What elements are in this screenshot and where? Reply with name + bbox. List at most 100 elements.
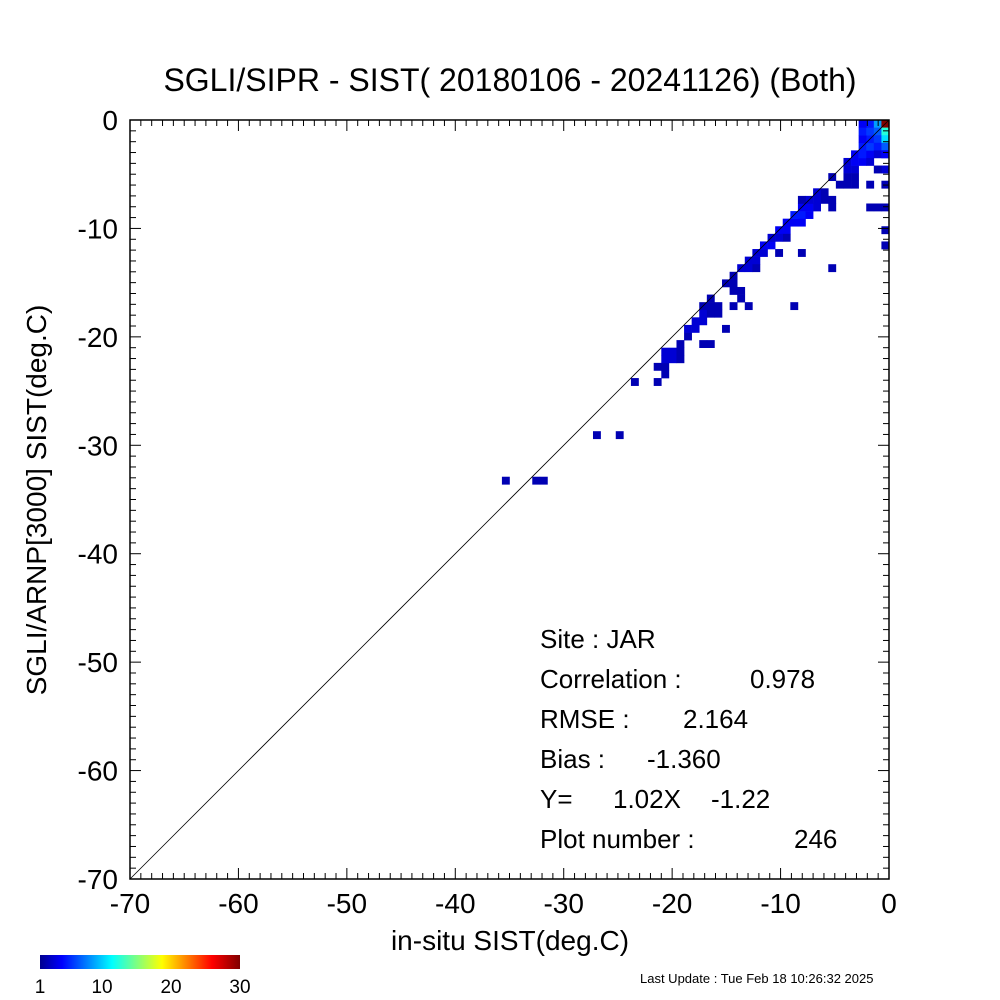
density-cell (722, 324, 730, 333)
y-tick-label: -40 (78, 539, 118, 570)
density-cell (881, 142, 890, 151)
colorbar-tick-label: 10 (91, 977, 112, 998)
density-cell (851, 157, 859, 166)
density-cell (813, 203, 821, 212)
density-cell (881, 150, 890, 159)
density-cell (866, 203, 875, 212)
density-cell (737, 294, 746, 303)
density-cell (691, 324, 700, 333)
density-cell (851, 165, 859, 174)
plot-number-value: 246 (794, 824, 837, 854)
density-cell (881, 203, 890, 212)
density-cell (782, 226, 791, 235)
density-cell (684, 332, 692, 341)
density-cell (828, 203, 837, 212)
density-cell (668, 355, 677, 364)
density-cell (752, 264, 761, 273)
density-cell (873, 165, 882, 174)
correlation-label: Correlation : (540, 664, 682, 694)
density-cell (805, 203, 814, 212)
density-cell (881, 226, 890, 235)
density-cell (843, 180, 852, 189)
density-cell (630, 378, 639, 386)
rmse-label: RMSE : (540, 704, 630, 734)
density-cell (843, 165, 852, 174)
density-cell (813, 195, 821, 204)
y-tick-label: -30 (78, 430, 118, 461)
density-cell (744, 264, 753, 273)
x-tick-label: -60 (218, 888, 258, 919)
bias-value: -1.360 (647, 744, 721, 774)
density-cell (881, 135, 890, 144)
density-cell (661, 355, 670, 364)
density-cell (881, 241, 890, 250)
density-cell (729, 286, 738, 295)
density-cell (828, 264, 837, 273)
density-cell (866, 120, 875, 128)
density-cell (501, 476, 510, 485)
density-cell (676, 340, 685, 348)
density-cell (873, 142, 882, 151)
density-cell (676, 347, 685, 356)
density-cell (714, 302, 723, 311)
density-cell (691, 317, 700, 326)
density-cell (661, 362, 670, 371)
density-cell (539, 476, 548, 485)
density-cell (729, 302, 738, 311)
colorbar (40, 955, 240, 969)
site-text: Site : JAR (540, 624, 656, 654)
x-tick-labels: -70 -60 -50 -40 -30 -20 -10 0 (110, 888, 897, 919)
density-cell (835, 180, 844, 189)
density-cell (661, 347, 670, 356)
stats-box: Site : JAR Correlation : 0.978 RMSE : 2.… (540, 624, 837, 854)
density-cell (858, 120, 867, 128)
colorbar-tick-label: 1 (35, 977, 46, 998)
y-tick-label: -10 (78, 213, 118, 244)
density-cell (851, 173, 859, 182)
density-cell (866, 180, 875, 189)
x-tick-label: -10 (760, 888, 800, 919)
x-tick-label: -20 (652, 888, 692, 919)
density-cells (501, 120, 890, 485)
y-tick-label: -20 (78, 322, 118, 353)
density-cell (858, 127, 867, 136)
rmse-value: 2.164 (683, 704, 748, 734)
density-cell (866, 150, 875, 159)
x-tick-label: -40 (435, 888, 475, 919)
y-tick-labels: 0 -10 -20 -30 -40 -50 -60 -70 (78, 105, 118, 895)
density-cell (782, 233, 791, 242)
y-tick-label: -70 (78, 864, 118, 895)
density-cell (881, 127, 890, 136)
density-cell (737, 286, 746, 295)
density-cell (828, 195, 837, 204)
density-cell (843, 173, 852, 182)
density-cell (532, 476, 541, 485)
density-cell (729, 279, 738, 288)
density-cell (866, 157, 875, 166)
density-cell (881, 165, 890, 174)
colorbar-tick-label: 30 (229, 977, 250, 998)
density-cell (873, 203, 882, 212)
density-cell (744, 302, 753, 311)
x-axis-label: in-situ SIST(deg.C) (391, 925, 629, 956)
density-cell (699, 317, 708, 326)
density-cell (653, 378, 662, 386)
density-cell (775, 249, 784, 257)
density-cell (767, 241, 776, 250)
axis-ticks (129, 119, 890, 880)
density-cell (759, 249, 768, 257)
last-update-text: Last Update : Tue Feb 18 10:26:32 2025 (640, 971, 873, 986)
y-axis-label: SGLI/ARNP[3000] SIST(deg.C) (21, 305, 52, 696)
density-cell (858, 157, 867, 166)
density-cell (797, 218, 806, 227)
density-cell (873, 135, 882, 144)
x-tick-label: -30 (543, 888, 583, 919)
density-cell (820, 188, 829, 197)
density-cell (851, 180, 859, 189)
fit-label: Y= (540, 784, 573, 814)
bias-label: Bias : (540, 744, 605, 774)
fit-slope: 1.02X (613, 784, 681, 814)
density-cell (699, 309, 708, 318)
density-cell (858, 150, 867, 159)
correlation-value: 0.978 (750, 664, 815, 694)
